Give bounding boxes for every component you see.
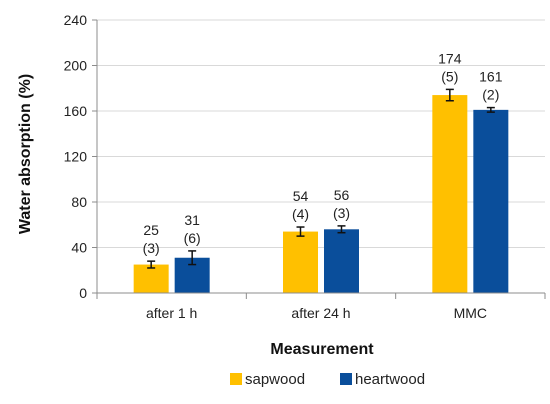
y-tick-label: 240 xyxy=(64,12,88,28)
x-tick-label: after 1 h xyxy=(146,305,197,321)
data-label-value: 25 xyxy=(143,222,159,238)
data-label-value: 174 xyxy=(438,50,462,66)
y-tick-label: 160 xyxy=(64,103,88,119)
x-tick-labels: after 1 h after 24 h MMC xyxy=(146,305,487,321)
error-bars xyxy=(147,88,495,269)
bar-sapwood xyxy=(283,231,318,293)
y-tick-label: 80 xyxy=(71,194,87,210)
data-label-error: (6) xyxy=(184,230,201,246)
axes xyxy=(92,19,546,299)
bar-heartwood xyxy=(473,109,509,293)
data-label-error: (3) xyxy=(333,205,350,221)
legend-label-sapwood: sapwood xyxy=(245,371,305,388)
y-tick-label: 200 xyxy=(64,58,88,74)
gridlines xyxy=(97,19,545,248)
legend-swatch-heartwood xyxy=(340,373,352,385)
y-tick-labels: 0 40 80 120 160 200 240 xyxy=(64,12,88,301)
legend: sapwood heartwood xyxy=(230,371,425,388)
y-tick-label: 40 xyxy=(71,240,87,256)
data-label-error: (4) xyxy=(292,206,309,222)
y-tick-label: 0 xyxy=(79,285,87,301)
data-label-error: (3) xyxy=(143,240,160,256)
data-labels: 25 (3) 54 (4) 174 (5) 31 (6) 56 (3) 161 (2) xyxy=(143,50,503,256)
data-label-value: 54 xyxy=(293,188,309,204)
data-label-error: (5) xyxy=(441,68,458,84)
x-tick-label: MMC xyxy=(454,305,487,321)
legend-swatch-sapwood xyxy=(230,373,242,385)
data-label-value: 161 xyxy=(479,69,503,85)
bars xyxy=(133,95,509,293)
bar-sapwood xyxy=(133,264,169,293)
y-axis-title: Water absorption (%) xyxy=(17,74,34,234)
legend-label-heartwood: heartwood xyxy=(355,371,425,388)
x-tick-label: after 24 h xyxy=(291,305,350,321)
bar-sapwood xyxy=(432,95,468,293)
data-label-value: 56 xyxy=(334,187,350,203)
y-tick-label: 120 xyxy=(64,149,88,165)
data-label-value: 31 xyxy=(184,212,200,228)
data-label-error: (2) xyxy=(482,87,499,103)
x-axis-title: Measurement xyxy=(270,341,374,358)
bar-heartwood xyxy=(324,229,359,293)
